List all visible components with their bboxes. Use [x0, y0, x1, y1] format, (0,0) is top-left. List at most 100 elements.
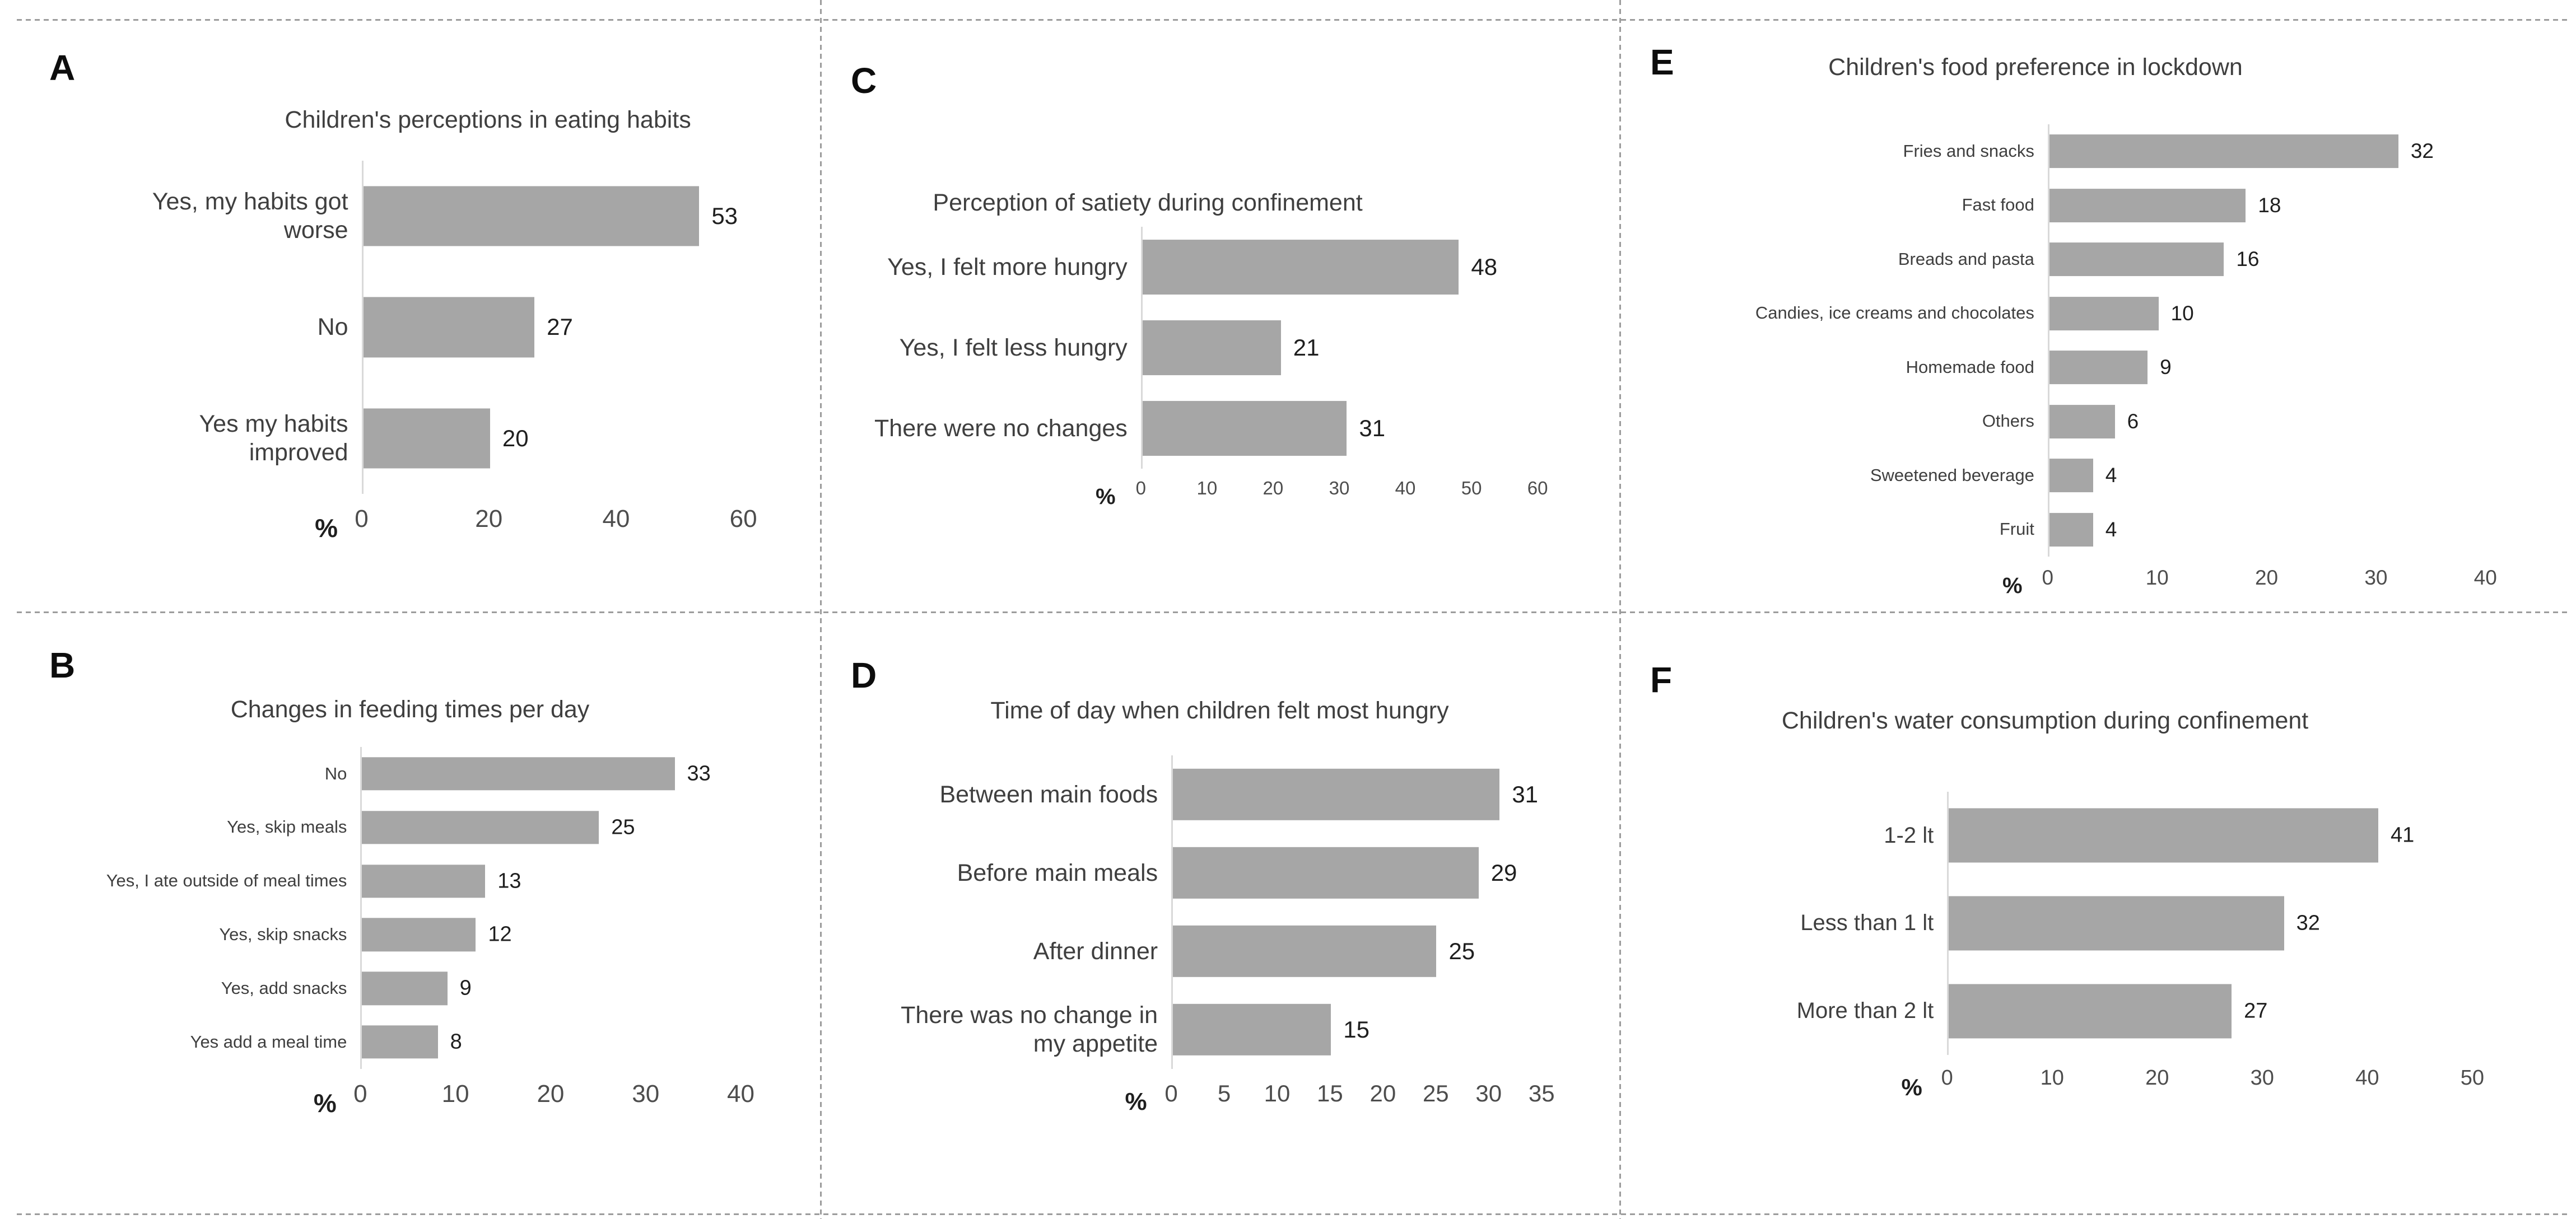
x-tick-label: 0: [1164, 1080, 1178, 1106]
value-label: 9: [459, 976, 472, 1000]
category-label: Fries and snacks: [1903, 141, 2034, 161]
dashed-separator-vertical-1: [820, 0, 822, 1219]
value-label: 32: [2296, 911, 2320, 935]
bar-row: 6: [2049, 395, 2551, 449]
value-label: 31: [1359, 415, 1386, 441]
x-tick-label: 20: [1263, 478, 1284, 499]
value-label: 25: [1448, 938, 1475, 964]
value-label: 48: [1471, 254, 1498, 280]
value-label: 32: [2410, 139, 2434, 163]
bar: [2049, 404, 2115, 438]
panel-e: E Children's food preference in lockdown…: [1619, 21, 2576, 611]
panel-letter-b: B: [49, 645, 76, 685]
bar: [1142, 401, 1347, 456]
x-axis: 0 10 20 30 40%: [2002, 557, 2551, 600]
category-axis: Yes, my habits got worse No Yes my habits …: [17, 161, 362, 494]
bar-row: 10: [2049, 287, 2551, 341]
bar-chart-e: Fries and snacks Fast food Breads and past…: [1636, 124, 2551, 600]
category-label: Others: [1982, 411, 2034, 431]
x-tick-label: 30: [2364, 566, 2388, 590]
x-tick-label: 10: [441, 1080, 469, 1108]
category-label: Between main foods: [939, 781, 1158, 808]
dashed-separator-top: [17, 19, 2569, 21]
value-label: 53: [711, 203, 738, 230]
bar: [1173, 768, 1500, 821]
plot-area: 1-2 lt Less than 1 lt More than 2 lt 41 32 2…: [1636, 792, 2551, 1055]
value-label: 8: [450, 1030, 462, 1054]
plot-area: Yes, I felt more hungry Yes, I felt less …: [837, 227, 1597, 469]
bar: [2049, 242, 2224, 277]
value-label: 16: [2236, 247, 2260, 271]
value-label: 27: [547, 314, 573, 340]
panel-letter-c: C: [851, 60, 877, 101]
bar-chart-a: Yes, my habits got worse No Yes my habits …: [17, 161, 800, 544]
x-tick-label: 60: [1527, 478, 1548, 499]
value-label: 15: [1343, 1016, 1370, 1043]
x-axis: 0 20 40 60%: [315, 494, 800, 544]
category-label: Breads and pasta: [1898, 249, 2034, 269]
value-label: 4: [2105, 517, 2117, 541]
panel-a: A Children's perceptions in eating habit…: [0, 21, 820, 611]
x-tick-label: 20: [2254, 566, 2279, 590]
x-tick-label: 25: [1422, 1080, 1449, 1106]
bar-row: 12: [362, 908, 798, 961]
chart-title-e: Children's food preference in lockdown: [1828, 54, 2243, 81]
value-label: 18: [2258, 193, 2281, 217]
bar-row: 9: [362, 961, 798, 1015]
bar: [1949, 808, 2378, 863]
bar-row: 25: [362, 801, 798, 854]
category-axis: 1-2 lt Less than 1 lt More than 2 lt: [1636, 792, 1947, 1055]
bar-row: 33: [362, 747, 798, 801]
bar: [1173, 925, 1437, 978]
bar: [2049, 512, 2093, 547]
category-label: 1-2 lt: [1884, 823, 1934, 848]
bar: [362, 864, 486, 898]
percent-axis-label: %: [1901, 1074, 1922, 1101]
category-label: Yes, I felt more hungry: [887, 253, 1128, 281]
category-label: Less than 1 lt: [1800, 910, 1934, 936]
category-label: Sweetened beverage: [1870, 465, 2034, 485]
value-label: 13: [497, 869, 521, 893]
chart-title-c: Perception of satiety during confinement: [933, 189, 1363, 216]
category-label: More than 2 lt: [1796, 998, 1934, 1024]
chart-title-b: Changes in feeding times per day: [230, 696, 590, 723]
x-axis: 0 5 10 15 20 25 30 35%: [1125, 1069, 1597, 1119]
category-label: Yes, skip snacks: [219, 924, 347, 945]
chart-title-d: Time of day when children felt most hung…: [990, 697, 1449, 724]
category-label: Before main meals: [957, 859, 1158, 886]
bar: [362, 757, 675, 791]
x-tick-label: 30: [632, 1080, 660, 1108]
x-tick-label: 0: [1941, 1066, 1953, 1090]
bar-row: 20: [363, 383, 800, 494]
x-tick-label: 40: [602, 505, 630, 533]
chart-title-a: Children's perceptions in eating habits: [285, 106, 691, 133]
value-label: 10: [2170, 301, 2194, 325]
plot-area: No Yes, skip meals Yes, I ate outside of m…: [17, 747, 798, 1069]
bar: [362, 972, 448, 1005]
bar-row: 15: [1173, 991, 1597, 1069]
category-label: Yes add a meal time: [190, 1031, 347, 1052]
bar-row: 9: [2049, 340, 2551, 395]
bar: [2049, 188, 2246, 222]
percent-axis-label: %: [313, 1089, 337, 1118]
value-label: 12: [488, 922, 512, 946]
category-label: No: [317, 314, 348, 341]
x-axis: 0 10 20 30 40%: [314, 1069, 798, 1119]
category-axis: No Yes, skip meals Yes, I ate outside of m…: [17, 747, 360, 1069]
dashed-separator-middle: [17, 611, 2569, 613]
x-tick-label: 15: [1317, 1080, 1343, 1106]
plot-area: Between main foods Before main meals After…: [837, 755, 1597, 1069]
bar-chart-c: Yes, I felt more hungry Yes, I felt less …: [837, 227, 1597, 510]
x-axis: 0 10 20 30 40 50 60%: [1096, 469, 1597, 510]
value-label: 27: [2244, 999, 2268, 1023]
category-label: Yes, I felt less hungry: [899, 334, 1128, 361]
bars-area: 32 18 16 10 9 6 4 4: [2047, 124, 2551, 557]
plot-area: Fries and snacks Fast food Breads and past…: [1636, 124, 2551, 557]
percent-axis-label: %: [1125, 1088, 1147, 1116]
bar: [1142, 240, 1459, 295]
bar: [363, 186, 700, 246]
dashed-separator-bottom: [17, 1213, 2569, 1215]
bar-row: 25: [1173, 912, 1597, 991]
chart-title-f: Children's water consumption during conf…: [1781, 707, 2309, 734]
bar: [2049, 296, 2159, 330]
